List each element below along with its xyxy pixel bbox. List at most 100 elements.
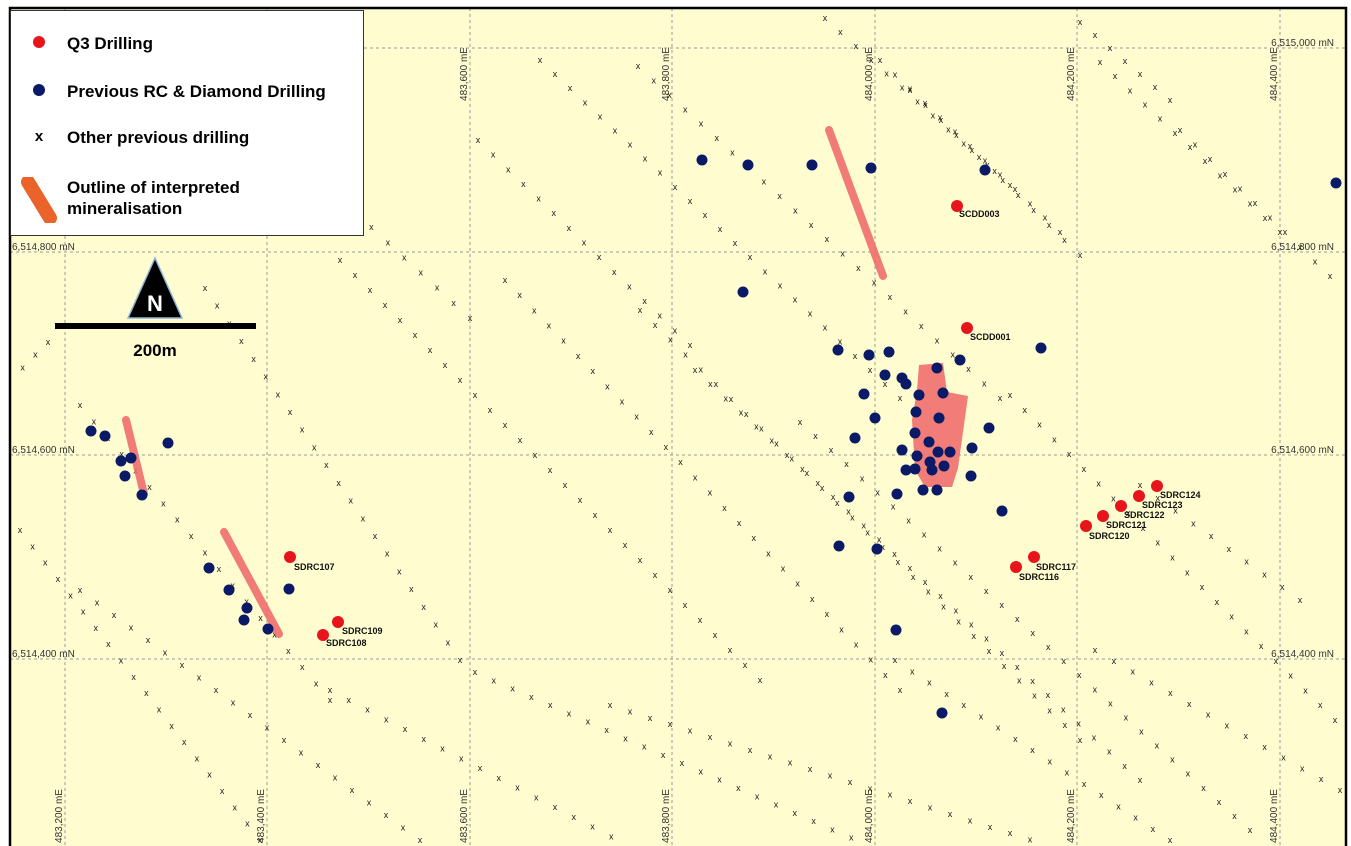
other-drilling-cross: x bbox=[231, 580, 236, 590]
previous-drill-collar bbox=[926, 464, 938, 476]
northing-label: 6,514,400 mN bbox=[12, 649, 75, 660]
easting-label: 483,400 mE bbox=[256, 789, 267, 843]
other-drilling-cross: x bbox=[755, 791, 760, 801]
other-drilling-cross: x bbox=[258, 613, 263, 623]
other-drilling-cross: x bbox=[743, 660, 748, 670]
other-drilling-cross: x bbox=[106, 639, 111, 649]
other-drilling-cross: x bbox=[78, 400, 83, 410]
other-drilling-cross: x bbox=[282, 735, 287, 745]
easting-label: 484,000 mE bbox=[864, 789, 875, 843]
other-drilling-cross: x bbox=[220, 786, 225, 796]
other-drilling-cross: x bbox=[1283, 227, 1288, 237]
other-drilling-cross: x bbox=[473, 390, 478, 400]
other-drilling-cross: x bbox=[180, 660, 185, 670]
other-drilling-cross: x bbox=[1126, 508, 1131, 518]
other-drilling-cross: x bbox=[1111, 493, 1116, 503]
other-drilling-cross: x bbox=[446, 637, 451, 647]
other-drilling-cross: x bbox=[800, 464, 805, 474]
other-drilling-cross: x bbox=[312, 442, 317, 452]
other-drilling-cross: x bbox=[1017, 676, 1022, 686]
other-drilling-cross: x bbox=[529, 692, 534, 702]
collar-label: SDRC124 bbox=[1160, 490, 1201, 500]
other-drilling-cross: x bbox=[46, 337, 51, 347]
other-drilling-cross: x bbox=[651, 75, 656, 85]
other-drilling-cross: x bbox=[336, 478, 341, 488]
other-drilling-cross: x bbox=[402, 252, 407, 262]
mineralisation-outline bbox=[825, 126, 887, 280]
other-drilling-cross: x bbox=[714, 379, 719, 389]
other-drilling-cross: x bbox=[348, 496, 353, 506]
other-drilling-cross: x bbox=[1013, 184, 1018, 194]
other-drilling-cross: x bbox=[982, 379, 987, 389]
other-drilling-cross: x bbox=[324, 460, 329, 470]
other-drilling-cross: x bbox=[422, 734, 427, 744]
other-drilling-cross: x bbox=[953, 558, 958, 568]
other-drilling-cross: x bbox=[718, 224, 723, 234]
easting-label: 483,800 mE bbox=[661, 47, 672, 101]
other-drilling-cross: x bbox=[900, 83, 905, 93]
other-drilling-cross: x bbox=[999, 600, 1004, 610]
other-drilling-cross: x bbox=[1023, 405, 1028, 415]
other-drilling-cross: x bbox=[1232, 811, 1237, 821]
other-drilling-cross: x bbox=[1062, 656, 1067, 666]
other-drilling-cross: x bbox=[723, 393, 728, 403]
other-drilling-cross: x bbox=[984, 634, 989, 644]
other-drilling-cross: x bbox=[1078, 250, 1083, 260]
previous-drill-collar bbox=[1035, 342, 1047, 354]
other-drilling-cross: x bbox=[1092, 733, 1097, 743]
other-drilling-cross: x bbox=[239, 336, 244, 346]
collar-label: SDRC117 bbox=[1036, 562, 1076, 572]
north-arrow-letter: N bbox=[147, 291, 163, 316]
other-drilling-cross: x bbox=[299, 748, 304, 758]
other-drilling-cross: x bbox=[597, 252, 602, 262]
other-drilling-cross: x bbox=[478, 763, 483, 773]
other-drilling-cross: x bbox=[703, 210, 708, 220]
other-drilling-cross: x bbox=[939, 115, 944, 125]
other-drilling-cross: x bbox=[515, 783, 520, 793]
other-drilling-cross: x bbox=[931, 110, 936, 120]
q3-drilling-layer bbox=[284, 200, 1163, 641]
other-drilling-cross: x bbox=[384, 714, 389, 724]
navy-dot-icon bbox=[33, 84, 45, 96]
other-drilling-cross: x bbox=[668, 335, 673, 345]
other-drilling-cross: x bbox=[1008, 180, 1013, 190]
other-drilling-cross: x bbox=[729, 394, 734, 404]
legend-label: Outline of interpreted mineralisation bbox=[67, 178, 240, 218]
other-drilling-cross: x bbox=[737, 518, 742, 528]
other-drilling-cross: x bbox=[848, 777, 853, 787]
other-drilling-cross: x bbox=[762, 176, 767, 186]
other-drilling-cross: x bbox=[1130, 667, 1135, 677]
other-drilling-cross: x bbox=[693, 472, 698, 482]
other-drilling-cross: x bbox=[1319, 774, 1324, 784]
other-drilling-cross: x bbox=[397, 566, 402, 576]
other-drilling-cross: x bbox=[653, 570, 658, 580]
other-drilling-cross: x bbox=[144, 688, 149, 698]
previous-drill-collar bbox=[162, 437, 174, 449]
other-drilling-cross: x bbox=[1300, 763, 1305, 773]
other-drilling-cross: x bbox=[713, 630, 718, 640]
other-drilling-cross: x bbox=[623, 540, 628, 550]
other-drilling-cross: x bbox=[578, 495, 583, 505]
other-drilling-cross: x bbox=[413, 330, 418, 340]
other-drilling-cross: x bbox=[673, 325, 678, 335]
other-drilling-cross: x bbox=[300, 425, 305, 435]
previous-drill-collar bbox=[865, 162, 877, 174]
other-drilling-cross: x bbox=[1191, 518, 1196, 528]
other-drilling-cross: x bbox=[998, 170, 1003, 180]
previous-drill-collar bbox=[262, 623, 274, 635]
other-drilling-cross: x bbox=[768, 751, 773, 761]
other-drilling-cross: x bbox=[1229, 612, 1234, 622]
previous-drilling-layer bbox=[85, 154, 1342, 719]
other-drilling-cross: x bbox=[1278, 227, 1283, 237]
other-drilling-cross: x bbox=[518, 435, 523, 445]
other-drilling-cross: x bbox=[956, 616, 961, 626]
other-drilling-cross: x bbox=[583, 97, 588, 107]
other-drilling-cross: x bbox=[458, 375, 463, 385]
other-drilling-cross: x bbox=[203, 283, 208, 293]
other-drilling-cross: x bbox=[1030, 676, 1035, 686]
other-drilling-cross: x bbox=[923, 577, 928, 587]
other-drilling-cross: x bbox=[698, 615, 703, 625]
other-drilling-cross: x bbox=[969, 619, 974, 629]
other-drilling-cross: x bbox=[853, 351, 858, 361]
other-drilling-cross: x bbox=[683, 349, 688, 359]
